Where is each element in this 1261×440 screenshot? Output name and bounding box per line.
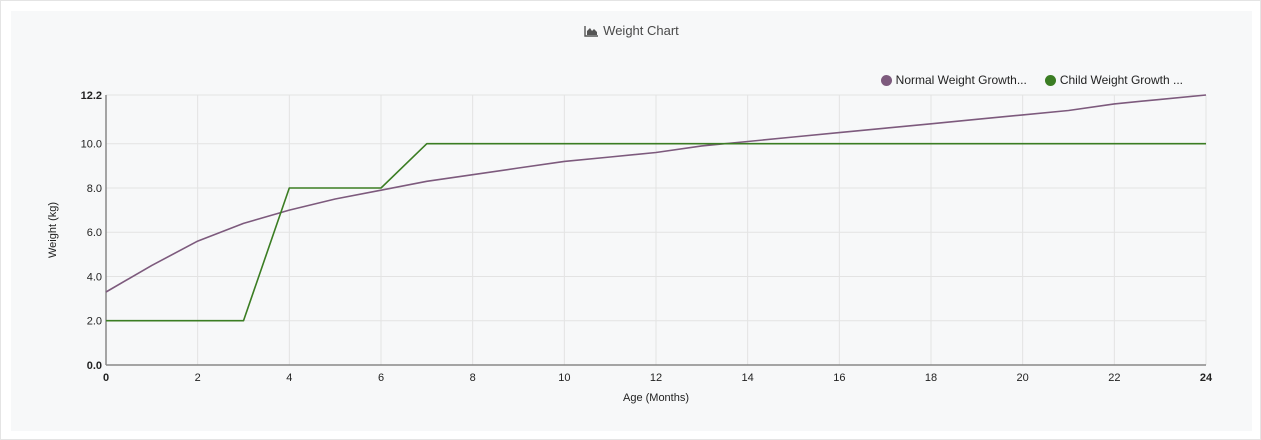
axis-labels: 0 2 4 6 8 10 12 14 16 18 20 22 240.02.04.06.08.010.0… xyxy=(47,90,1213,404)
x-tick-label: 10 xyxy=(558,372,570,384)
legend-label-child: Child Weight Growth ... xyxy=(1059,73,1183,87)
chart-title: Weight Chart xyxy=(603,23,679,38)
series-line-child xyxy=(106,142,1206,322)
x-tick-label: 16 xyxy=(833,372,845,384)
x-tick-label: 20 xyxy=(1017,372,1029,384)
x-tick-label: 24 xyxy=(1200,372,1213,384)
x-tick-label: 18 xyxy=(925,372,937,384)
x-tick-label: 8 xyxy=(470,372,476,384)
chart-header: Weight Chart xyxy=(11,23,1252,38)
y-axis-title: Weight (kg) xyxy=(47,202,59,258)
x-tick-label: 12 xyxy=(650,372,662,384)
x-tick-label: 6 xyxy=(378,372,384,384)
y-tick-label: 6.0 xyxy=(87,227,102,239)
area-chart-icon xyxy=(584,25,599,37)
legend-item-normal[interactable]: Normal Weight Growth... xyxy=(880,73,1027,87)
series-line-normal xyxy=(105,94,1207,293)
chart-panel: Weight Chart Normal Weight Growth... Chi… xyxy=(11,11,1252,431)
weight-line-chart: 0 2 4 6 8 10 12 14 16 18 20 22 240.02.04.06.08.010.0… xyxy=(47,90,1213,404)
series-lines xyxy=(105,94,1207,322)
y-tick-label: 12.2 xyxy=(81,90,102,102)
legend-label-normal: Normal Weight Growth... xyxy=(895,73,1027,87)
y-tick-label: 4.0 xyxy=(87,271,102,283)
chart-legend: Normal Weight Growth... Child Weight Gro… xyxy=(863,73,1183,87)
legend-dot-child xyxy=(1044,74,1056,86)
y-tick-label: 10.0 xyxy=(81,139,102,151)
x-tick-label: 0 xyxy=(103,372,109,384)
legend-item-child[interactable]: Child Weight Growth ... xyxy=(1044,73,1183,87)
y-tick-label: 8.0 xyxy=(87,183,102,195)
x-axis-title: Age (Months) xyxy=(623,392,689,404)
legend-dot-normal xyxy=(880,74,892,86)
y-tick-label: 2.0 xyxy=(87,316,102,328)
x-tick-label: 14 xyxy=(742,372,754,384)
x-tick-label: 4 xyxy=(286,372,292,384)
y-tick-label: 0.0 xyxy=(87,360,102,372)
x-tick-label: 22 xyxy=(1108,372,1120,384)
x-tick-label: 2 xyxy=(195,372,201,384)
grid-lines xyxy=(106,94,1207,365)
